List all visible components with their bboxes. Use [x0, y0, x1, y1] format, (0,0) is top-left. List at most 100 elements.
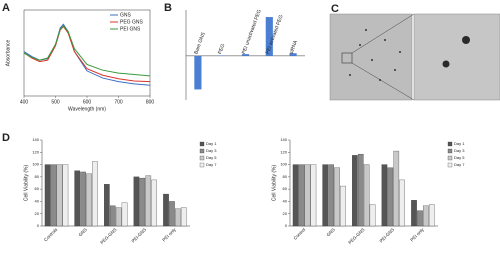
- panel-label: C: [331, 3, 339, 15]
- y-tick-label: 60: [35, 186, 40, 191]
- bar: [357, 153, 364, 227]
- legend-label: Day 3: [206, 148, 217, 153]
- y-tick-label: 120: [280, 149, 287, 154]
- bar: [50, 164, 57, 227]
- legend-label: Day 1: [206, 141, 217, 146]
- bar: [86, 173, 92, 227]
- x-tick-label: GNS: [326, 227, 336, 237]
- x-tick-label: PEG: [217, 43, 226, 55]
- legend-label: Day 3: [454, 148, 465, 153]
- y-tick-label: 20: [35, 211, 40, 216]
- y-tick-label: 40: [35, 198, 40, 203]
- y-tick-label: 120: [32, 149, 39, 154]
- bar: [241, 54, 250, 56]
- y-tick-label: 140: [32, 137, 39, 142]
- bar: [145, 175, 152, 227]
- legend-swatch: [447, 141, 453, 147]
- legend-swatch: [199, 162, 205, 168]
- tem-images: [329, 13, 500, 101]
- x-tick-label: PEI unactivated PEG: [241, 9, 263, 55]
- bar: [104, 184, 110, 227]
- y-tick-label: 0: [285, 223, 288, 228]
- bar: [121, 202, 128, 227]
- x-tick-label: 700: [114, 99, 123, 105]
- bar: [163, 193, 169, 227]
- legend-swatch: [447, 148, 453, 154]
- bar: [322, 164, 329, 227]
- bar: [56, 164, 63, 227]
- legend-swatch: [447, 162, 453, 168]
- bar: [423, 205, 429, 227]
- bar: [115, 207, 122, 227]
- bar: [428, 204, 435, 227]
- legend-swatch: [199, 141, 205, 147]
- y-tick-label: 100: [32, 162, 39, 167]
- panel-label: A: [2, 2, 10, 14]
- x-tick-label: Controls: [43, 226, 59, 242]
- x-tick-label: PEI only: [161, 226, 177, 242]
- line: [23, 25, 151, 83]
- legend-label: GNS: [120, 12, 132, 18]
- legend-label: Day 5: [206, 155, 217, 160]
- y-tick-label: 40: [283, 198, 288, 203]
- legend-label: PEI GNS: [120, 26, 141, 32]
- bar: [80, 171, 86, 227]
- line: [23, 23, 151, 86]
- bar: [180, 207, 187, 227]
- bar: [387, 167, 394, 227]
- x-tick-label: Bare GNS: [193, 31, 207, 55]
- bar: [352, 155, 358, 227]
- bar: [139, 177, 146, 227]
- y-tick-label: 60: [283, 186, 288, 191]
- x-tick-label: 600: [83, 99, 92, 105]
- x-tick-label: PEG-GNS: [99, 227, 117, 245]
- y-tick-label: 0: [37, 223, 40, 228]
- bar: [133, 176, 140, 227]
- x-tick-label: PEG-GNS: [347, 227, 365, 245]
- x-tick-label: PEI-GNS: [131, 227, 148, 244]
- bar: [169, 201, 175, 227]
- bar: [304, 164, 311, 227]
- legend-label: PEG GNS: [120, 19, 143, 25]
- bar: [289, 53, 297, 56]
- bar: [340, 185, 346, 227]
- x-tick-label: GNS: [78, 227, 88, 237]
- y-tick-label: 80: [283, 174, 288, 179]
- bar: [194, 55, 202, 90]
- bar: [393, 150, 400, 227]
- bar: [298, 164, 305, 227]
- bar: [44, 164, 51, 227]
- x-tick-label: 500: [51, 99, 60, 105]
- line: [23, 24, 151, 77]
- bar: [310, 164, 317, 227]
- bar: [151, 179, 157, 227]
- bar: [334, 167, 340, 227]
- bar: [411, 200, 417, 227]
- bar: [369, 204, 376, 227]
- bar: [328, 164, 334, 227]
- legend-label: Day 5: [454, 155, 465, 160]
- legend-label: Day 1: [454, 141, 465, 146]
- x-tick-label: siRNA: [289, 39, 300, 55]
- legend-swatch: [447, 155, 453, 161]
- bar: [62, 164, 69, 227]
- bar: [175, 208, 181, 227]
- y-axis-title: Absorbance: [5, 39, 11, 66]
- y-tick-label: 80: [35, 174, 40, 179]
- legend-swatch: [199, 155, 205, 161]
- x-tick-label: Control: [293, 227, 307, 241]
- x-tick-label: 400: [20, 99, 29, 105]
- legend-label: Day 7: [454, 162, 465, 167]
- bar: [92, 161, 98, 227]
- x-tick-label: 800: [146, 99, 155, 105]
- bar: [363, 164, 370, 227]
- y-tick-label: 100: [280, 162, 287, 167]
- x-tick-label: PEI-GNS: [379, 227, 396, 244]
- panel-label: B: [164, 2, 172, 14]
- y-tick-label: 20: [283, 211, 288, 216]
- bar: [381, 164, 388, 227]
- legend-label: Day 7: [206, 162, 217, 167]
- bar: [399, 179, 405, 227]
- bar: [265, 17, 273, 56]
